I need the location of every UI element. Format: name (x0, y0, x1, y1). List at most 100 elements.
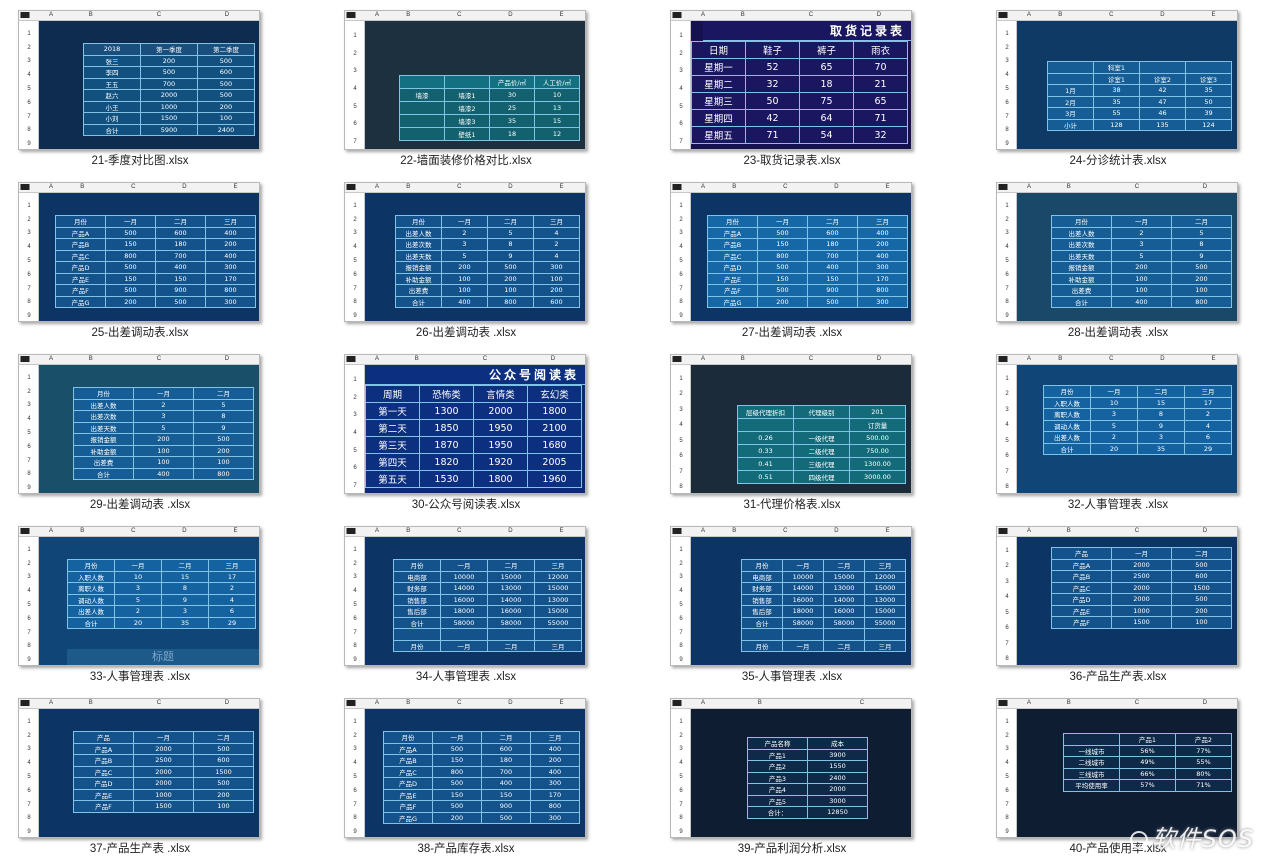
thumbnail-tile[interactable]: A B C D E 1 2 3 4 5 6 7 8 9 月份 一月 二月 三月 电商部 10000 15000 12000… (326, 516, 586, 686)
thumbnail-tile[interactable]: A B C D E 1 2 3 4 5 6 7 8 9 科室1 诊室1 诊室2 诊室3 1月 38 42 35 2月 35 47… (978, 0, 1238, 170)
table-cell: 80% (1175, 767, 1232, 780)
sheet-preview[interactable]: A B C D 1 2 3 4 5 6 7 取货记录表 日期 鞋子 裤子 雨衣 星期一 52 65 70 星期二 32 18… (670, 10, 912, 150)
table-cell: 2000 (1111, 593, 1172, 606)
row-label: 3 (1005, 58, 1009, 65)
thumbnail-tile[interactable]: A B C D 1 2 3 4 5 6 7 8 9 月份 一月 二月 出差人数 2 5 出差次数 3 8 出差天数 5 9 报销金… (978, 172, 1238, 342)
row-label: 6 (27, 271, 31, 278)
table-cell: 100 (1111, 272, 1172, 285)
table-cell: 三月 (534, 639, 582, 652)
row-label: 8 (1005, 815, 1009, 822)
table-cell: 500 (197, 77, 255, 90)
thumbnail-tile[interactable]: A B C D E 1 2 3 4 5 6 7 8 9 月份 一月 二月 三月 入职人数 10 15 17 离职人数 3 8 2 调… (0, 516, 260, 686)
table-cell: 14000 (487, 593, 535, 606)
table-header-row: 产品 一月 二月 (1051, 547, 1232, 560)
select-all-icon (672, 700, 682, 706)
thumbnail-tile[interactable]: A B C D E 1 2 3 4 5 6 7 8 月份 一月 二月 三月 入职人数 10 15 17 离职人数 3 8 2 调动… (978, 344, 1238, 514)
table-cell: 产品C (73, 765, 134, 778)
table-cell: 1870 (419, 436, 474, 454)
column-label: C (1109, 356, 1114, 362)
table-cell: 产品C (707, 249, 758, 262)
sheet-preview[interactable]: A B C D E 1 2 3 4 5 6 7 8 9 科室1 诊室1 诊室2 诊室3 1月 38 42 35 2月 35 47… (996, 10, 1238, 150)
sheet-body: 科室1 诊室1 诊室2 诊室3 1月 38 42 35 2月 35 47 50 3月 55 46 39 小计 12… (1017, 21, 1237, 149)
thumbnail-tile[interactable]: A B C D E 1 2 3 4 5 6 7 8 9 月份 一月 二月 三月 产品A 500 600 400 产品B 150… (652, 172, 912, 342)
sheet-preview[interactable]: A B C D E 1 2 3 4 5 6 7 8 9 月份 一月 二月 三月 电商部 10000 15000 12000… (670, 526, 912, 666)
table-cell: 出差费 (1051, 284, 1112, 297)
table-cell: 第二天 (365, 419, 420, 437)
thumbnail-tile[interactable]: A B C D 1 2 3 4 5 6 7 公众号阅读表 周期 恐怖类 言情类 玄幻类 第一天 1300 2000 1… (326, 344, 586, 514)
sheet-preview[interactable]: A B C D E 1 2 3 4 5 6 7 8 9 月份 一月 二月 三月 入职人数 10 15 17 离职人数 3 8 2 调… (18, 526, 260, 666)
sheet-preview[interactable]: A B C D 1 2 3 4 5 6 7 8 9 月份 一月 二月 出差人数 2 5 出差次数 3 8 出差天数 5 9 报销金… (996, 182, 1238, 322)
table-cell: 8 (487, 238, 534, 251)
thumbnail-tile[interactable]: A B C D E 1 2 3 4 5 6 7 8 9 月份 一月 二月 三月 出差人数 2 5 4 出差次数 3 8 2 出差天数… (326, 172, 586, 342)
table-row: 补助金额 100 200 (1051, 272, 1232, 285)
column-header-bar: A B C D E (345, 183, 585, 193)
thumbnail-tile[interactable]: A B C D 1 2 3 4 5 6 7 8 9 2018 第一季度 第二季度 张三 200 500 李四 500 60… (0, 0, 260, 170)
table-row: 产品A 500 600 400 (55, 226, 256, 239)
row-label: 7 (679, 139, 683, 146)
table-cell: 66% (1119, 767, 1176, 780)
sheet-preview[interactable]: A B C D E 1 2 3 4 5 6 7 8 月份 一月 二月 三月 入职人数 10 15 17 离职人数 3 8 2 调动… (996, 354, 1238, 494)
select-all-icon (20, 12, 30, 18)
thumbnail-tile[interactable]: A B C D E 1 2 3 4 5 6 7 8 9 月份 一月 二月 三月 产品A 500 600 400 产品B 150… (326, 688, 586, 858)
table-cell: 200 (757, 295, 808, 308)
sheet-preview[interactable]: A B C D E 1 2 3 4 5 6 7 8 9 月份 一月 二月 三月 电商部 10000 15000 12000… (344, 526, 586, 666)
sheet-preview[interactable]: A B C D 1 2 3 4 5 6 7 8 9 月份 一月 二月 出差人数 2 5 出差次数 3 8 出差天数 5 9 报销金… (18, 354, 260, 494)
table-row: 产品1 3900 (747, 748, 868, 761)
table-cell: 出差费 (395, 284, 442, 297)
thumbnail-tile[interactable]: A B C D 1 2 3 4 5 6 7 8 9 产品 一月 二月 产品A 2000 500 产品B 2500 600 产… (0, 688, 260, 858)
thumbnail-tile[interactable]: A B C 1 2 3 4 5 6 7 8 9 产品名称 成本 产品1 3900 产品2 1550 产品3 2400 产… (652, 688, 912, 858)
table-row: 出差费 100 100 (1051, 284, 1232, 297)
file-name-caption: 36-产品生产表.xlsx (1069, 671, 1167, 683)
table-cell: 销售部 (741, 593, 783, 606)
sheet-preview[interactable]: A B C D 1 2 3 4 5 6 7 8 9 产品1 产品2 一线城市 56% 77% 二线城市 49% 55% 三… (996, 698, 1238, 838)
table-cell: 成本 (807, 737, 868, 750)
table-cell: 500 (197, 89, 255, 102)
thumbnail-tile[interactable]: A B C D E 1 2 3 4 5 6 7 8 9 月份 一月 二月 三月 产品A 500 600 400 产品B 150… (0, 172, 260, 342)
table-cell (737, 418, 794, 432)
thumbnail-tile[interactable]: A B C D E 1 2 3 4 5 6 7 产品价/㎡ 人工价/㎡ 墙漆 墙漆1 30 10 墙漆2 25 13 墙漆… (326, 0, 586, 170)
sheet-preview[interactable]: A B C D E 1 2 3 4 5 6 7 8 9 月份 一月 二月 三月 产品A 500 600 400 产品B 150… (18, 182, 260, 322)
sheet-preview[interactable]: A B C D 1 2 3 4 5 6 7 8 9 产品 一月 二月 产品A 2000 500 产品B 2500 600 产… (18, 698, 260, 838)
sheet-preview[interactable]: A B C D E 1 2 3 4 5 6 7 产品价/㎡ 人工价/㎡ 墙漆 墙漆1 30 10 墙漆2 25 13 墙漆… (344, 10, 586, 150)
row-header-bar: 1 2 3 4 5 6 7 8 9 (19, 709, 39, 837)
sheet-preview[interactable]: A B C 1 2 3 4 5 6 7 8 9 产品名称 成本 产品1 3900 产品2 1550 产品3 2400 产… (670, 698, 912, 838)
sheet-preview[interactable]: A B C D E 1 2 3 4 5 6 7 8 9 月份 一月 二月 三月 出差人数 2 5 4 出差次数 3 8 2 出差天数… (344, 182, 586, 322)
thumbnail-tile[interactable]: A B C D 1 2 3 4 5 6 7 8 层级代理折扣 代理级别 201 订货量 0.26 一级代理 500.… (652, 344, 912, 514)
table-cell: 2 (133, 398, 194, 411)
table-cell (440, 628, 488, 641)
row-label: 8 (679, 815, 683, 822)
table-cell: 100 (1111, 284, 1172, 297)
table-cell: 58000 (487, 616, 535, 629)
sheet-preview[interactable]: A B C D 1 2 3 4 5 6 7 8 层级代理折扣 代理级别 201 订货量 0.26 一级代理 500.… (670, 354, 912, 494)
table-cell: 200 (197, 100, 255, 113)
table-row: 产品B 150 180 200 (383, 754, 580, 767)
table-cell: 900 (807, 284, 858, 297)
table-row: 赵六 2000 500 (83, 89, 255, 102)
table-cell: 170 (530, 788, 580, 801)
table-row: 电商部 10000 15000 12000 (741, 570, 906, 583)
thumbnail-tile[interactable]: A B C D 1 2 3 4 5 6 7 8 产品 一月 二月 产品A 2000 500 产品B 2500 600 产品… (978, 516, 1238, 686)
row-label: 4 (1005, 760, 1009, 767)
row-label: 1 (353, 718, 357, 725)
table-cell: 2400 (197, 123, 255, 136)
sheet-preview[interactable]: A B C D 1 2 3 4 5 6 7 8 产品 一月 二月 产品A 2000 500 产品B 2500 600 产品… (996, 526, 1238, 666)
sheet-preview[interactable]: A B C D E 1 2 3 4 5 6 7 8 9 月份 一月 二月 三月 产品A 500 600 400 产品B 150… (670, 182, 912, 322)
table-cell: 报销金额 (395, 261, 442, 274)
thumbnail-tile[interactable]: A B C D 1 2 3 4 5 6 7 取货记录表 日期 鞋子 裤子 雨衣 星期一 52 65 70 星期二 32 18… (652, 0, 912, 170)
table-cell: 500 (432, 800, 482, 813)
sheet-preview[interactable]: A B C D 1 2 3 4 5 6 7 公众号阅读表 周期 恐怖类 言情类 玄幻类 第一天 1300 2000 1… (344, 354, 586, 494)
column-header-bar: A B C D (997, 183, 1237, 193)
thumbnail-tile[interactable]: A B C D E 1 2 3 4 5 6 7 8 9 月份 一月 二月 三月 电商部 10000 15000 12000… (652, 516, 912, 686)
sheet-preview[interactable]: A B C D E 1 2 3 4 5 6 7 8 9 月份 一月 二月 三月 产品A 500 600 400 产品B 150… (344, 698, 586, 838)
table-row: 星期二 32 18 21 (691, 75, 908, 93)
thumbnail-tile[interactable]: A B C D 1 2 3 4 5 6 7 8 9 月份 一月 二月 出差人数 2 5 出差次数 3 8 出差天数 5 9 报销金… (0, 344, 260, 514)
table-cell: 二月 (823, 639, 865, 652)
thumbnail-tile[interactable]: A B C D 1 2 3 4 5 6 7 8 9 产品1 产品2 一线城市 56% 77% 二线城市 49% 55% 三… (978, 688, 1238, 858)
row-header-bar: 1 2 3 4 5 6 7 8 (671, 365, 691, 493)
table-cell: 32 (853, 126, 908, 144)
sheet-preview[interactable]: A B C D 1 2 3 4 5 6 7 8 9 2018 第一季度 第二季度 张三 200 500 李四 500 60… (18, 10, 260, 150)
row-label: 3 (27, 402, 31, 409)
data-table: 月份 一月 二月 三月 产品A 500 600 400 产品B 150 180 200 产品C 800 70… (383, 731, 580, 824)
row-label: 1 (679, 546, 683, 553)
table-cell: 合计 (73, 467, 134, 480)
